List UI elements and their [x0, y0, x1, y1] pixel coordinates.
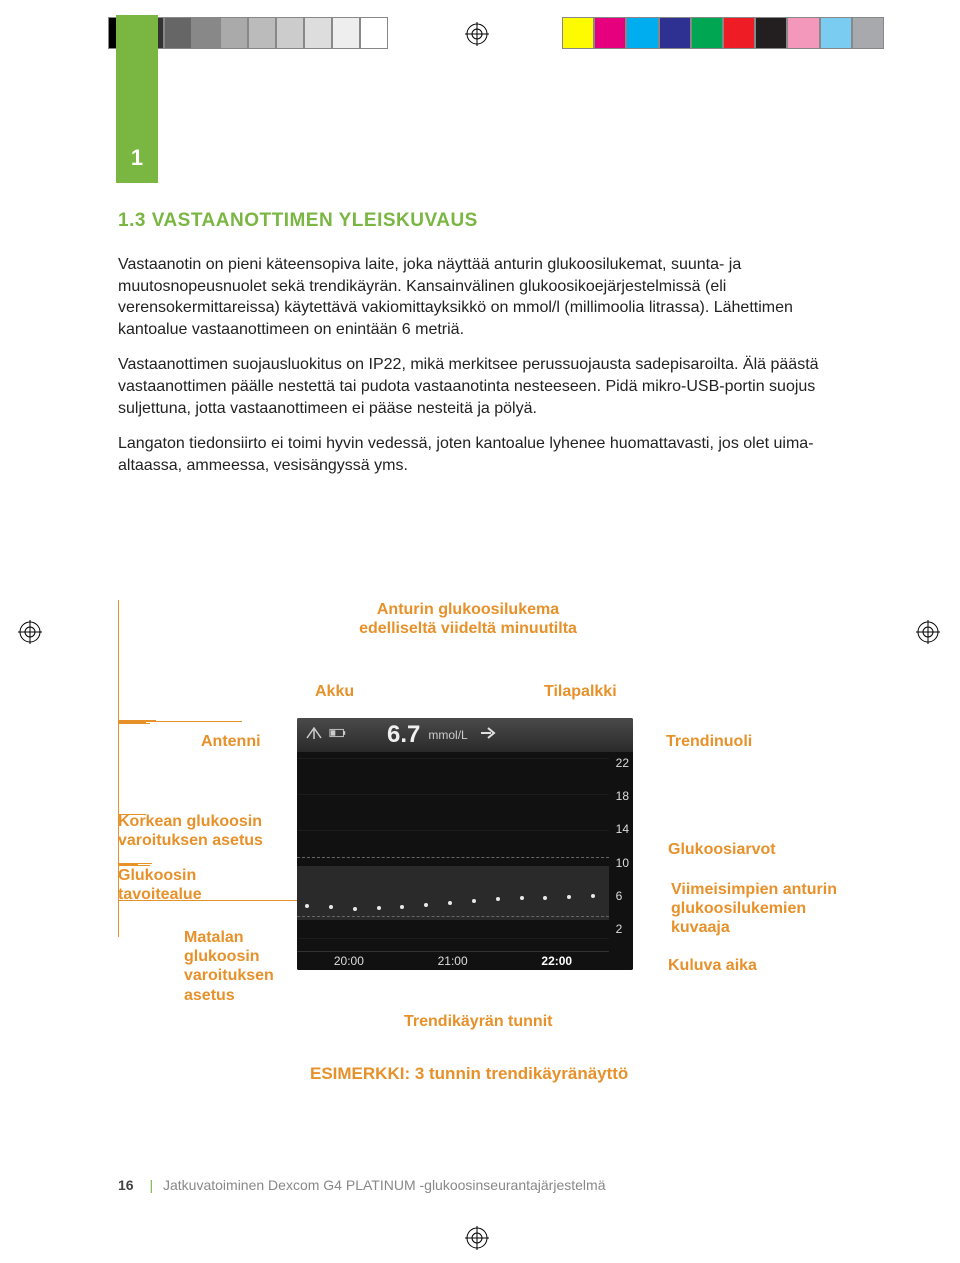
section-heading: 1.3 VASTAANOTTIMEN YLEISKUVAUS: [118, 210, 838, 232]
page-footer: 16 | Jatkuvatoiminen Dexcom G4 PLATINUM …: [118, 1177, 605, 1193]
leader-line: [118, 676, 119, 698]
chapter-number: 1: [131, 145, 143, 171]
trend-arrow-icon: [480, 726, 496, 745]
device-screen: 6.7 mmol/L 2218141062 20:0021:0022:00: [297, 718, 633, 970]
callout-trend-arrow: Trendinuoli: [666, 732, 752, 751]
trend-chart: 2218141062 20:0021:0022:00: [297, 752, 633, 970]
callout-antenna: Antenni: [201, 732, 261, 751]
callout-current-time: Kuluva aika: [668, 956, 757, 975]
callout-recent-graph: Viimeisimpien anturin glukoosilukemien k…: [671, 880, 871, 938]
receiver-diagram: Anturin glukoosilukema edelliseltä viide…: [118, 600, 878, 1100]
x-axis: 20:0021:0022:00: [297, 951, 609, 968]
callout-high-alert: Korkean glukoosin varoituksen asetus: [118, 812, 278, 850]
antenna-icon: [305, 726, 323, 745]
diagram-example-caption: ESIMERKKI: 3 tunnin trendikäyränäyttö: [310, 1064, 628, 1084]
status-bar: 6.7 mmol/L: [297, 718, 633, 752]
glucose-unit: mmol/L: [428, 728, 467, 742]
leader-line: [118, 724, 119, 814]
page-number: 16: [118, 1177, 134, 1193]
leader-line: [118, 919, 119, 937]
battery-icon: [329, 726, 347, 745]
callout-statusbar: Tilapalkki: [544, 682, 617, 701]
y-axis: 2218141062: [616, 756, 629, 936]
chapter-tab: 1: [116, 15, 158, 183]
body-paragraph: Vastaanotin on pieni käteensopiva laite,…: [118, 254, 838, 340]
callout-low-alert: Matalan glukoosin varoituksen asetus: [184, 928, 294, 1005]
glucose-reading: 6.7: [387, 721, 420, 749]
callout-glucose-values: Glukoosiarvot: [668, 840, 776, 859]
callout-battery: Akku: [315, 682, 354, 701]
leader-line: [118, 600, 119, 676]
leader-line: [118, 698, 119, 720]
registration-mark-right: [916, 620, 940, 644]
body-paragraph: Vastaanottimen suojausluokitus on IP22, …: [118, 354, 838, 419]
callout-reading: Anturin glukoosilukema edelliseltä viide…: [308, 600, 628, 638]
registration-mark-top: [465, 22, 489, 46]
callout-trend-hours: Trendikäyrän tunnit: [404, 1012, 552, 1031]
footer-title: Jatkuvatoiminen Dexcom G4 PLATINUM -gluk…: [163, 1177, 605, 1193]
print-color-swatches: [562, 17, 884, 49]
registration-mark-bottom: [465, 1226, 489, 1250]
content-column: 1.3 VASTAANOTTIMEN YLEISKUVAUS Vastaanot…: [118, 210, 838, 490]
footer-separator: |: [149, 1177, 153, 1193]
leader-line: [118, 723, 150, 724]
body-paragraph: Langaton tiedonsiirto ei toimi hyvin ved…: [118, 433, 838, 476]
registration-mark-left: [18, 620, 42, 644]
callout-target-range: Glukoosin tavoitealue: [118, 866, 278, 904]
